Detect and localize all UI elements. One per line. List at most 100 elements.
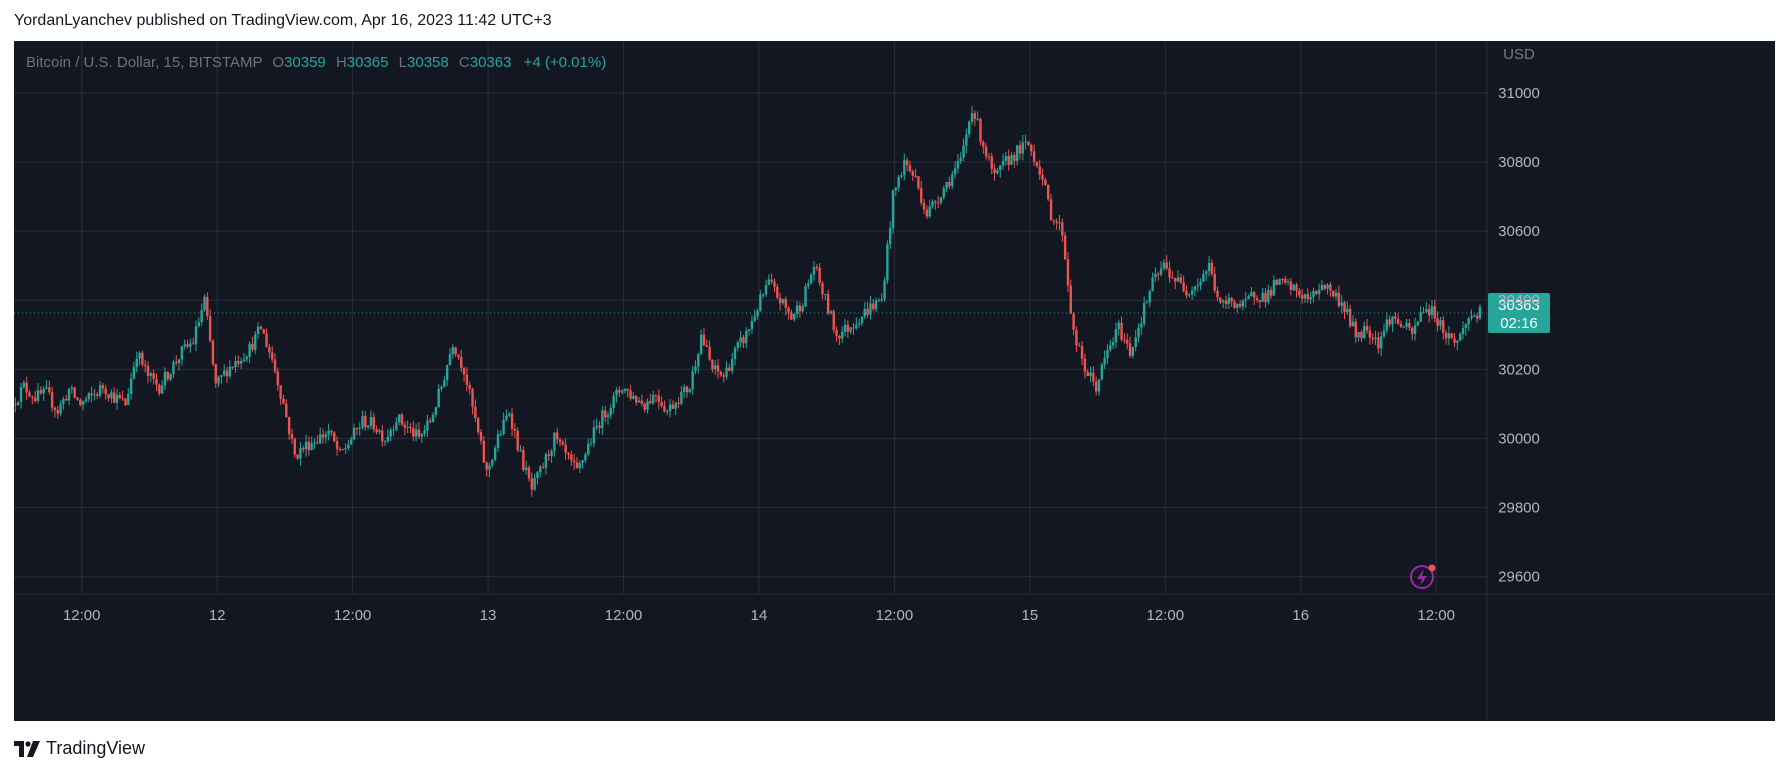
x-tick-label: 12:00 xyxy=(876,607,914,624)
candle-body xyxy=(1123,339,1126,341)
y-tick-label: 30400 xyxy=(1498,292,1540,309)
candle-body xyxy=(158,384,161,394)
candle-body xyxy=(124,398,127,406)
grid xyxy=(14,41,1487,594)
candle-body xyxy=(1213,273,1216,291)
candle-body xyxy=(1292,284,1295,291)
candle-body xyxy=(1394,316,1397,319)
change-value: +4 (+0.01%) xyxy=(523,54,607,71)
candle-body xyxy=(1363,325,1366,338)
candle-body xyxy=(553,432,556,451)
candle-body xyxy=(649,401,652,404)
candle-body xyxy=(1097,379,1101,392)
candle-body xyxy=(129,378,133,395)
tradingview-brand[interactable]: TradingView xyxy=(14,738,145,759)
candle-body xyxy=(934,201,937,203)
candle-body xyxy=(73,387,76,398)
candle-body xyxy=(835,329,838,336)
candle-body xyxy=(852,327,855,329)
candle-body xyxy=(333,432,336,442)
candle-body xyxy=(118,394,122,399)
candle-body xyxy=(962,145,965,158)
candle-body xyxy=(931,201,934,207)
candle-body xyxy=(138,352,141,359)
candle-body xyxy=(1221,300,1225,303)
candle-body xyxy=(1103,358,1106,365)
candle-body xyxy=(1173,278,1177,282)
y-tick-label: 30800 xyxy=(1498,154,1540,171)
candle-body xyxy=(719,371,723,376)
candle-body xyxy=(1348,308,1352,326)
candle-body xyxy=(392,429,395,431)
candle-body xyxy=(945,182,948,189)
candle-body xyxy=(680,391,683,404)
candle-body xyxy=(397,414,401,423)
candle-body xyxy=(493,447,497,460)
candle-body xyxy=(1179,277,1183,283)
y-tick-label: 31000 xyxy=(1498,85,1540,102)
candle-body xyxy=(564,444,567,453)
candle-body xyxy=(1374,337,1377,340)
candle-body xyxy=(437,388,440,408)
candle-body xyxy=(1261,292,1264,302)
candle-body xyxy=(872,303,875,310)
candle-body xyxy=(620,390,624,393)
candle-body xyxy=(389,429,392,437)
candle-body xyxy=(849,327,852,332)
x-tick-label: 15 xyxy=(1022,607,1039,624)
candle-body xyxy=(217,376,220,384)
candle-body xyxy=(530,478,534,490)
candle-body xyxy=(829,311,833,314)
candle-body xyxy=(519,450,522,452)
candle-body xyxy=(285,403,288,418)
candle-body xyxy=(894,187,898,191)
candle-body xyxy=(1416,321,1420,326)
candle-body xyxy=(1140,323,1143,328)
candle-body xyxy=(1142,303,1146,324)
candle-body xyxy=(1250,292,1253,297)
candle-body xyxy=(262,329,265,334)
candle-body xyxy=(14,403,17,406)
high-value: 30365 xyxy=(346,54,389,71)
x-tick-label: 12:00 xyxy=(334,607,372,624)
candle-body xyxy=(431,414,435,422)
candle-body xyxy=(259,326,263,330)
candle-body xyxy=(1422,312,1425,314)
candle-body xyxy=(821,283,824,295)
candle-body xyxy=(1300,295,1304,299)
candle-body xyxy=(753,316,756,321)
candle-body xyxy=(694,366,697,372)
candle-body xyxy=(1241,300,1245,307)
candle-body xyxy=(691,371,694,389)
candle-body xyxy=(412,428,415,437)
candle-body xyxy=(1052,220,1056,222)
candle-body xyxy=(225,370,229,377)
candle-body xyxy=(728,367,731,371)
candle-body xyxy=(578,462,581,468)
candle-body xyxy=(1475,315,1479,319)
chart-panel[interactable]: 30363 02:16 29600 29800 30000 30200 30400 3060… xyxy=(14,41,1775,721)
candle-body xyxy=(316,442,319,444)
candle-body xyxy=(107,394,110,399)
candle-body xyxy=(516,430,519,451)
candle-body xyxy=(1072,313,1075,330)
candle-body xyxy=(304,441,308,450)
candle-body xyxy=(1015,145,1019,161)
candle-body xyxy=(101,385,105,389)
price-tag-countdown: 02:16 xyxy=(1500,315,1538,332)
candle-body xyxy=(155,379,158,385)
lightning-alert-icon[interactable] xyxy=(1410,564,1436,589)
candle-body xyxy=(917,176,920,189)
candle-body xyxy=(1066,259,1070,286)
candle-body xyxy=(522,450,525,470)
candle-body xyxy=(795,305,799,315)
candle-body xyxy=(414,429,418,437)
candle-body xyxy=(987,156,991,158)
candle-body xyxy=(1117,322,1120,330)
candle-body xyxy=(273,359,277,372)
candle-body xyxy=(891,190,895,229)
candle-body xyxy=(606,415,610,418)
candle-body xyxy=(62,399,65,405)
candle-body xyxy=(524,467,528,470)
